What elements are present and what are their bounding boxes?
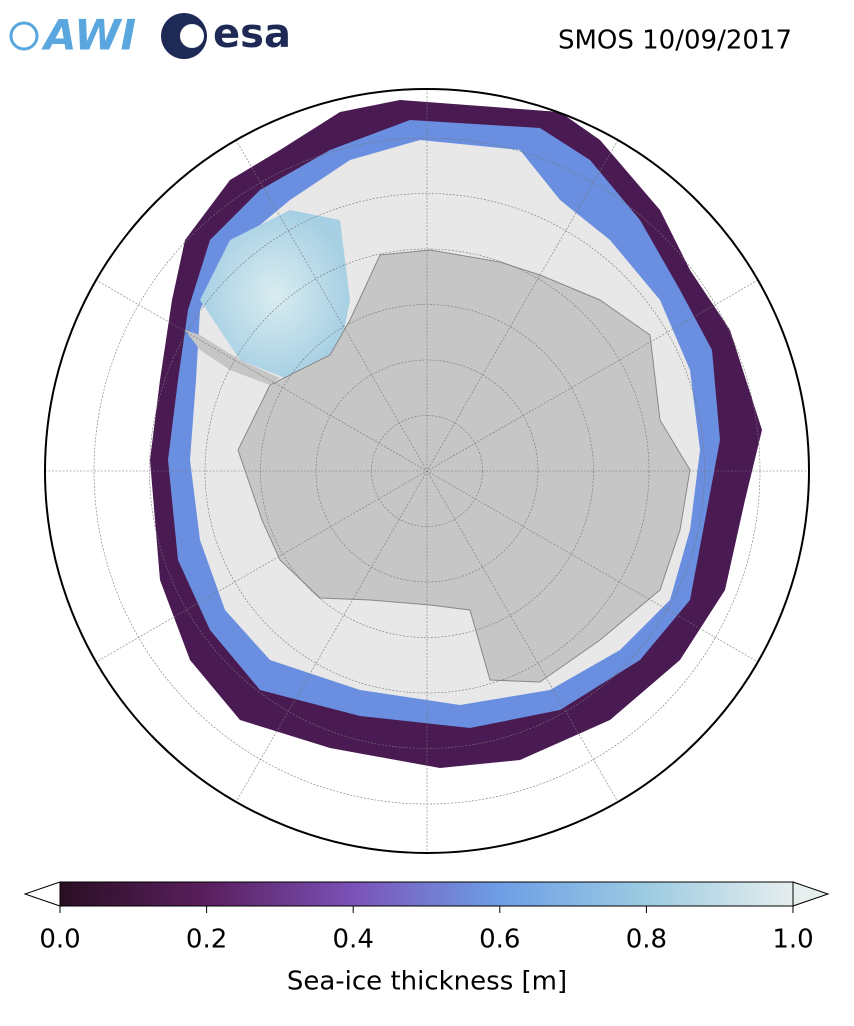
colorbar-label: Sea-ice thickness [m] bbox=[287, 967, 567, 997]
esa-logo-text: esa bbox=[213, 11, 291, 57]
colorbar-extend-low bbox=[23, 881, 61, 907]
peninsula bbox=[185, 330, 280, 385]
title: SMOS 10/09/2017 bbox=[558, 26, 792, 56]
weddell-sea-ice bbox=[200, 210, 350, 380]
antarctica bbox=[237, 249, 691, 683]
awi-logo: AWI bbox=[9, 11, 136, 60]
colorbar-tick-label: 0.6 bbox=[479, 925, 520, 955]
colorbar-tick-label: 1.0 bbox=[772, 925, 813, 955]
colorbar-extend-high bbox=[792, 881, 830, 907]
map-border bbox=[44, 88, 810, 854]
colorbar-ramp bbox=[59, 881, 794, 907]
colorbar: Sea-ice thickness [m] 0.0 0.2 0.4 0.6 0.8 1.0 bbox=[23, 881, 830, 997]
colorbar-tick-label: 0.4 bbox=[333, 925, 374, 955]
esa-logo: esa bbox=[161, 11, 291, 59]
colorbar-tick-label: 0.8 bbox=[626, 925, 667, 955]
colorbar-tick-label: 0.0 bbox=[39, 925, 80, 955]
awi-logo-text: AWI bbox=[41, 11, 136, 60]
graticule bbox=[45, 89, 809, 853]
map bbox=[45, 89, 809, 853]
colorbar-tick-label: 0.2 bbox=[186, 925, 227, 955]
